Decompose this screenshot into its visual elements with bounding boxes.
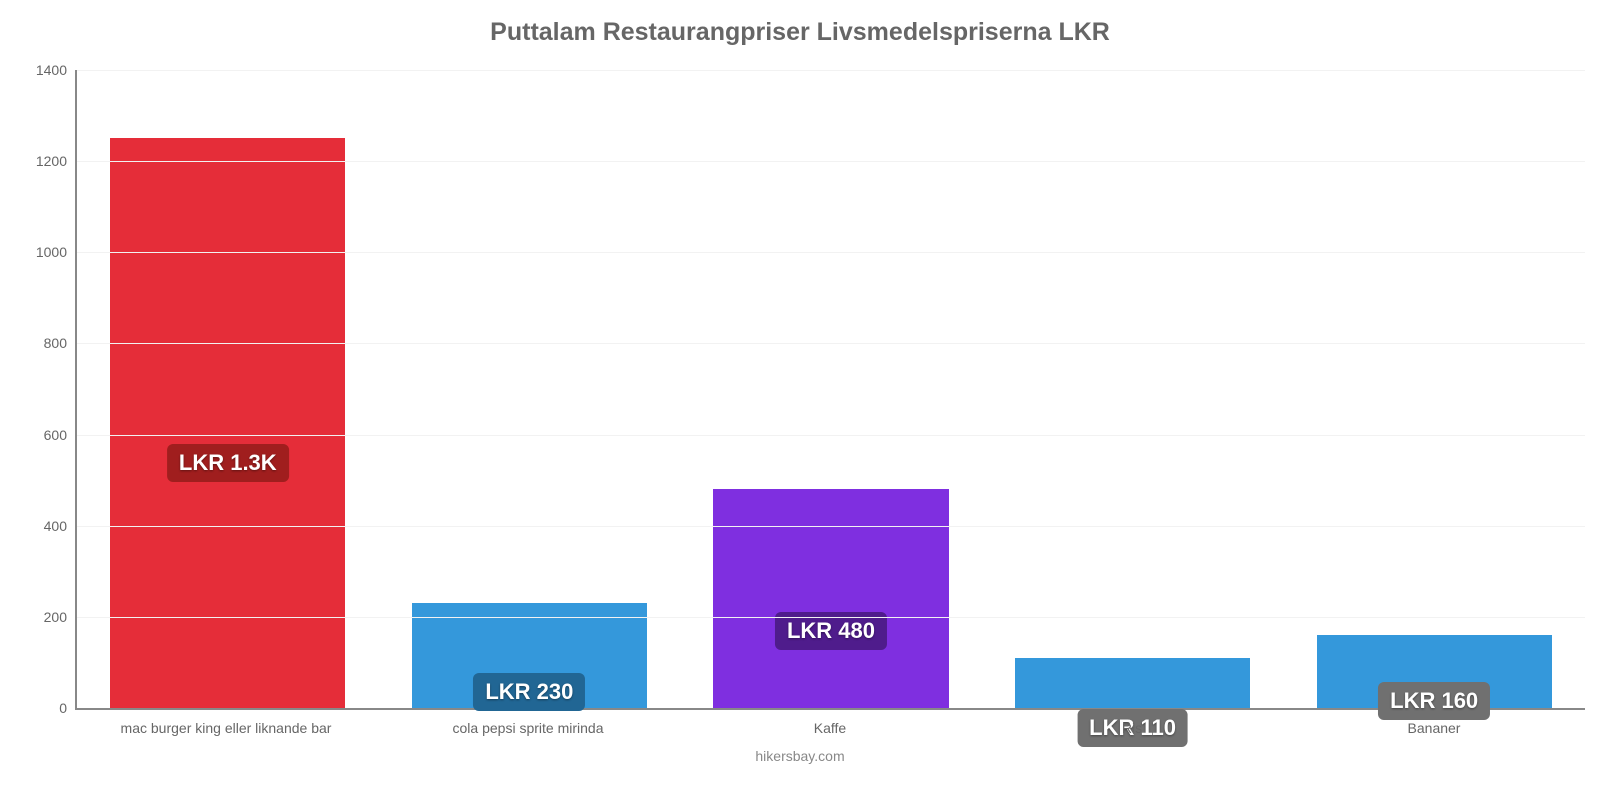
y-tick-label: 600 bbox=[44, 427, 77, 443]
bar-slot: LKR 230 bbox=[379, 70, 681, 708]
gridline bbox=[77, 435, 1585, 436]
chart-title: Puttalam Restaurangpriser Livsmedelspris… bbox=[0, 0, 1600, 47]
bar-slot: LKR 1.3K bbox=[77, 70, 379, 708]
y-tick-label: 1000 bbox=[36, 244, 77, 260]
x-tick-label: cola pepsi sprite mirinda bbox=[377, 720, 679, 736]
bar: LKR 110 bbox=[1015, 658, 1250, 708]
bars-container: LKR 1.3K LKR 230 LKR 480 LKR 110 LKR 160 bbox=[77, 70, 1585, 708]
x-tick-label: Bananer bbox=[1283, 720, 1585, 736]
gridline bbox=[77, 617, 1585, 618]
value-badge: LKR 230 bbox=[473, 673, 585, 711]
x-axis-labels: mac burger king eller liknande barcola p… bbox=[75, 710, 1585, 736]
bar: LKR 160 bbox=[1317, 635, 1552, 708]
chart-plot: LKR 1.3KLKR 230LKR 480LKR 110LKR 160 020… bbox=[75, 70, 1585, 710]
bar-slot: LKR 480 bbox=[680, 70, 982, 708]
y-tick-label: 800 bbox=[44, 335, 77, 351]
x-tick-label: Kaffe bbox=[679, 720, 981, 736]
x-tick-label: mac burger king eller liknande bar bbox=[75, 720, 377, 736]
value-badge: LKR 1.3K bbox=[167, 444, 289, 482]
gridline bbox=[77, 526, 1585, 527]
y-tick-label: 400 bbox=[44, 518, 77, 534]
gridline bbox=[77, 252, 1585, 253]
y-tick-label: 1400 bbox=[36, 62, 77, 78]
y-tick-label: 1200 bbox=[36, 153, 77, 169]
x-tick-label: Ris bbox=[981, 720, 1283, 736]
bar: LKR 480 bbox=[713, 489, 948, 708]
bar: LKR 230 bbox=[412, 603, 647, 708]
bar-slot: LKR 110 bbox=[982, 70, 1284, 708]
value-badge: LKR 480 bbox=[775, 612, 887, 650]
gridline bbox=[77, 161, 1585, 162]
gridline bbox=[77, 343, 1585, 344]
y-tick-label: 200 bbox=[44, 609, 77, 625]
gridline bbox=[77, 70, 1585, 71]
plot-area: LKR 1.3KLKR 230LKR 480LKR 110LKR 160 020… bbox=[75, 70, 1585, 710]
bar: LKR 1.3K bbox=[110, 138, 345, 708]
bar-slot: LKR 160 bbox=[1283, 70, 1585, 708]
attribution-text: hikersbay.com bbox=[0, 748, 1600, 764]
